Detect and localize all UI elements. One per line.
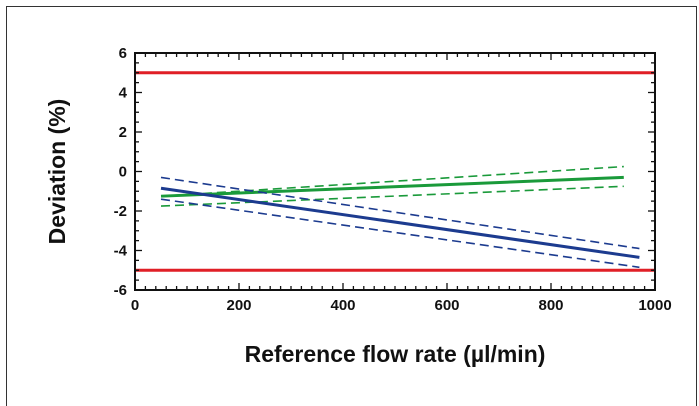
x-tick-label: 0 [131,297,139,314]
y-tick-label: 2 [119,124,127,141]
series-line-6 [160,176,640,250]
tick-labels-layer: 0 200 400 600 800 1000 -6 -4 -2 0 2 4 6 [114,45,672,314]
series-line-3 [160,165,624,197]
y-tick-label: -4 [114,243,128,260]
figure-frame [6,6,697,406]
y-tick-label: 4 [119,85,128,102]
y-axis-title: Deviation (%) [44,99,70,245]
y-tick-label: 6 [119,45,127,62]
x-tick-label: 400 [330,297,355,314]
y-tick-label: -2 [114,203,127,220]
series-line-7 [160,198,640,269]
plot-area-border [134,52,656,291]
deviation-chart: 0 200 400 600 800 1000 -6 -4 -2 0 2 4 6 Reference fl… [44,45,672,367]
series-line-5 [160,186,640,259]
x-tick-label: 200 [226,297,251,314]
series-line-2 [160,175,624,198]
ticks-layer [134,52,656,291]
x-axis-title: Reference flow rate (µl/min) [245,341,546,367]
series-line-4 [160,185,624,207]
x-tick-label: 800 [538,297,563,314]
x-tick-label: 1000 [638,297,671,314]
y-tick-label: 0 [119,164,127,181]
x-tick-label: 600 [434,297,459,314]
series-layer [135,71,655,272]
y-tick-label: -6 [114,282,127,299]
